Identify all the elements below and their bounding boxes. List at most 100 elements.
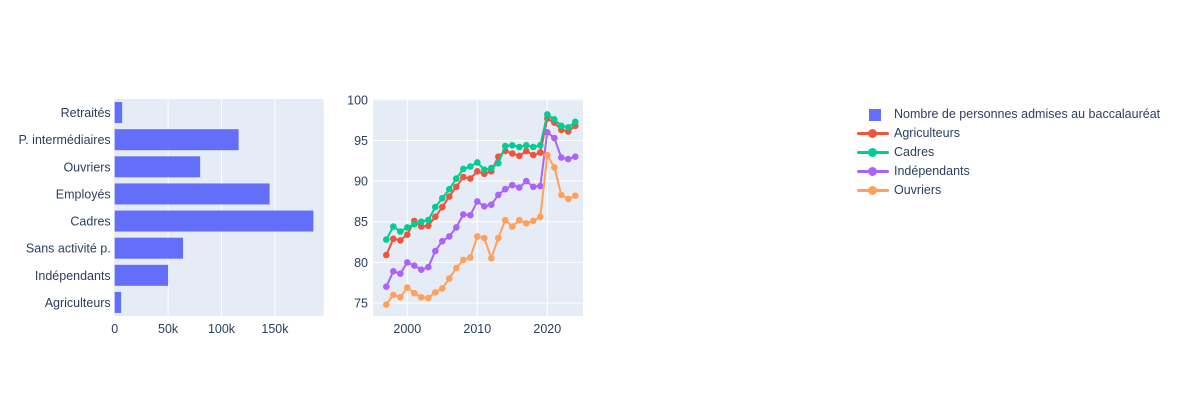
point-cadres-2022[interactable] [558, 122, 565, 130]
point-independants-2008[interactable] [460, 211, 467, 218]
point-agriculteurs-2003[interactable] [425, 222, 432, 230]
point-ouvriers-2009[interactable] [467, 254, 474, 261]
point-agriculteurs-2007[interactable] [453, 183, 460, 191]
point-agriculteurs-2004[interactable] [432, 213, 439, 221]
point-independants-2020[interactable] [544, 129, 551, 136]
point-independants-2009[interactable] [467, 211, 474, 219]
point-cadres-2017[interactable] [523, 142, 530, 149]
point-independants-2001[interactable] [411, 262, 418, 269]
point-ouvriers-2023[interactable] [565, 195, 572, 203]
line-ouvriers[interactable] [385, 154, 577, 306]
point-independants-2006[interactable] [446, 233, 453, 240]
point-agriculteurs-2016[interactable] [516, 152, 523, 160]
point-ouvriers-2004[interactable] [432, 289, 439, 296]
point-agriculteurs-2009[interactable] [467, 175, 474, 182]
point-ouvriers-2005[interactable] [439, 285, 446, 292]
point-independants-2007[interactable] [453, 224, 460, 231]
point-agriculteurs-2005[interactable] [439, 203, 446, 211]
point-ouvriers-1997[interactable] [383, 301, 390, 308]
point-ouvriers-2003[interactable] [425, 294, 432, 302]
point-cadres-2000[interactable] [404, 224, 411, 231]
point-ouvriers-2002[interactable] [418, 294, 425, 301]
point-ouvriers-2017[interactable] [523, 220, 530, 227]
point-ouvriers-2019[interactable] [537, 213, 544, 221]
point-cadres-2011[interactable] [481, 166, 488, 173]
point-agriculteurs-2017[interactable] [523, 147, 530, 155]
point-cadres-2016[interactable] [516, 143, 523, 151]
point-agriculteurs-2008[interactable] [460, 173, 467, 181]
point-cadres-2010[interactable] [474, 159, 481, 166]
bar-employes[interactable] [114, 183, 270, 205]
bar-p-intermediaires[interactable] [114, 129, 239, 151]
point-ouvriers-2016[interactable] [516, 216, 523, 224]
point-cadres-2008[interactable] [460, 165, 467, 173]
point-ouvriers-2021[interactable] [551, 164, 558, 171]
point-cadres-2005[interactable] [439, 194, 446, 202]
point-agriculteurs-1999[interactable] [397, 237, 404, 244]
line-independants[interactable] [385, 131, 577, 288]
point-independants-2005[interactable] [439, 237, 446, 245]
legend-item-cadres[interactable]: Cadres [855, 143, 1160, 162]
point-cadres-2023[interactable] [565, 124, 572, 131]
bar-ouvriers[interactable] [114, 156, 201, 178]
point-independants-2013[interactable] [495, 191, 502, 199]
point-ouvriers-1999[interactable] [397, 294, 404, 301]
point-agriculteurs-2002[interactable] [418, 223, 425, 230]
point-ouvriers-2024[interactable] [572, 192, 579, 199]
point-cadres-2013[interactable] [495, 159, 502, 167]
point-cadres-2006[interactable] [446, 185, 453, 193]
point-cadres-2009[interactable] [467, 163, 474, 170]
point-agriculteurs-2018[interactable] [530, 151, 537, 159]
point-agriculteurs-1998[interactable] [390, 235, 397, 243]
bar-agriculteurs[interactable] [114, 291, 122, 313]
point-independants-2014[interactable] [502, 185, 509, 193]
point-independants-2018[interactable] [530, 183, 537, 191]
point-cadres-2014[interactable] [502, 142, 509, 150]
point-cadres-2024[interactable] [572, 118, 579, 126]
point-independants-2003[interactable] [425, 263, 432, 271]
point-cadres-1999[interactable] [397, 228, 404, 235]
point-agriculteurs-2015[interactable] [509, 150, 516, 157]
point-ouvriers-2010[interactable] [474, 233, 481, 240]
point-independants-2023[interactable] [565, 155, 572, 163]
point-agriculteurs-1997[interactable] [383, 251, 390, 259]
point-cadres-2018[interactable] [530, 143, 537, 151]
point-independants-2002[interactable] [418, 266, 425, 274]
point-cadres-2001[interactable] [411, 220, 418, 228]
point-independants-2004[interactable] [432, 247, 439, 255]
point-agriculteurs-2000[interactable] [404, 231, 411, 238]
point-independants-2010[interactable] [474, 198, 481, 205]
point-ouvriers-2014[interactable] [502, 216, 509, 224]
point-cadres-2007[interactable] [453, 175, 460, 182]
line-cadres[interactable] [385, 113, 577, 241]
point-independants-2017[interactable] [523, 177, 530, 185]
point-ouvriers-2012[interactable] [488, 254, 495, 262]
point-ouvriers-2001[interactable] [411, 289, 418, 297]
point-independants-2021[interactable] [551, 134, 558, 142]
legend-item-agriculteurs[interactable]: Agriculteurs [855, 124, 1160, 143]
point-ouvriers-2018[interactable] [530, 217, 537, 225]
point-independants-1997[interactable] [383, 283, 390, 291]
point-independants-2000[interactable] [404, 259, 411, 266]
point-cadres-2012[interactable] [488, 164, 495, 172]
legend-item-ouvriers[interactable]: Ouvriers [855, 181, 1160, 200]
point-ouvriers-2007[interactable] [453, 264, 460, 272]
point-agriculteurs-2019[interactable] [537, 149, 544, 156]
bar-retraites[interactable] [114, 102, 123, 124]
point-cadres-2015[interactable] [509, 142, 516, 149]
point-cadres-1997[interactable] [383, 236, 390, 243]
legend-item-independants[interactable]: Indépendants [855, 162, 1160, 181]
point-independants-2024[interactable] [572, 153, 579, 160]
point-cadres-2020[interactable] [544, 111, 551, 118]
point-ouvriers-1998[interactable] [390, 291, 397, 299]
point-independants-2015[interactable] [509, 181, 516, 189]
point-independants-1998[interactable] [390, 268, 397, 275]
bar-independants[interactable] [114, 264, 169, 286]
point-cadres-1998[interactable] [390, 223, 397, 230]
point-independants-2012[interactable] [488, 201, 495, 208]
line-plot-area[interactable] [373, 99, 583, 316]
point-ouvriers-2000[interactable] [404, 284, 411, 291]
legend-item-nombre-de-personnes-admises-au-baccalaureat[interactable]: Nombre de personnes admises au baccalaur… [855, 105, 1160, 124]
point-cadres-2019[interactable] [537, 142, 544, 149]
point-ouvriers-2011[interactable] [481, 234, 488, 242]
